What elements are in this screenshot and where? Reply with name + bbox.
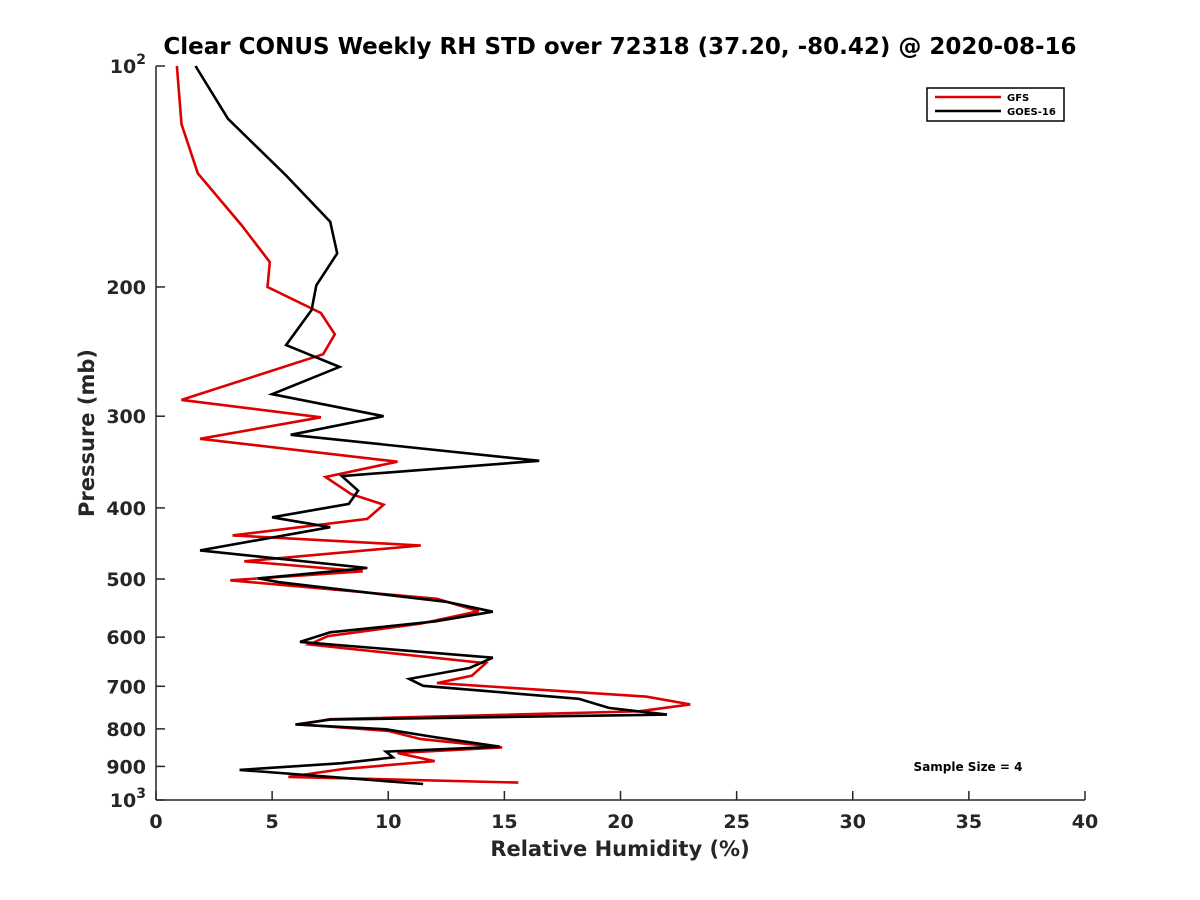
x-tick-label: 10 (375, 811, 401, 833)
y-tick-label: 300 (106, 406, 146, 428)
legend-box (926, 87, 1065, 122)
y-tick-label: 103 (110, 786, 146, 812)
y-tick-label: 700 (106, 676, 146, 698)
x-tick-label: 30 (840, 811, 866, 833)
legend-label: GFS (1007, 93, 1029, 104)
y-tick-label: 200 (106, 277, 146, 299)
x-tick-label: 35 (956, 811, 982, 833)
x-tick-label: 25 (723, 811, 749, 833)
y-tick-label: 500 (106, 569, 146, 591)
legend-label: GOES-16 (1007, 107, 1056, 118)
x-tick-label: 0 (149, 811, 162, 833)
y-tick-label: 800 (106, 719, 146, 741)
x-tick-label: 40 (1072, 811, 1098, 833)
x-axis-label: Relative Humidity (%) (490, 837, 749, 861)
x-tick-label: 20 (607, 811, 633, 833)
y-tick-label: 102 (110, 52, 146, 78)
chart-title: Clear CONUS Weekly RH STD over 72318 (37… (163, 34, 1076, 60)
y-axis-label: Pressure (mb) (75, 349, 99, 517)
y-tick-label: 400 (106, 498, 146, 520)
y-tick-label: 600 (106, 627, 146, 649)
legend: GFS GOES-16 (926, 87, 1065, 122)
series-layer (175, 65, 691, 786)
x-tick-label: 5 (266, 811, 279, 833)
sample-size-annotation: Sample Size = 4 (914, 760, 1023, 774)
series-line-goes-16 (194, 65, 668, 786)
y-tick-label: 900 (106, 756, 146, 778)
axes: 0 5 10 15 20 25 30 35 40 102 200 300 400 500 600 700 800… (106, 52, 1098, 833)
x-tick-label: 15 (491, 811, 517, 833)
